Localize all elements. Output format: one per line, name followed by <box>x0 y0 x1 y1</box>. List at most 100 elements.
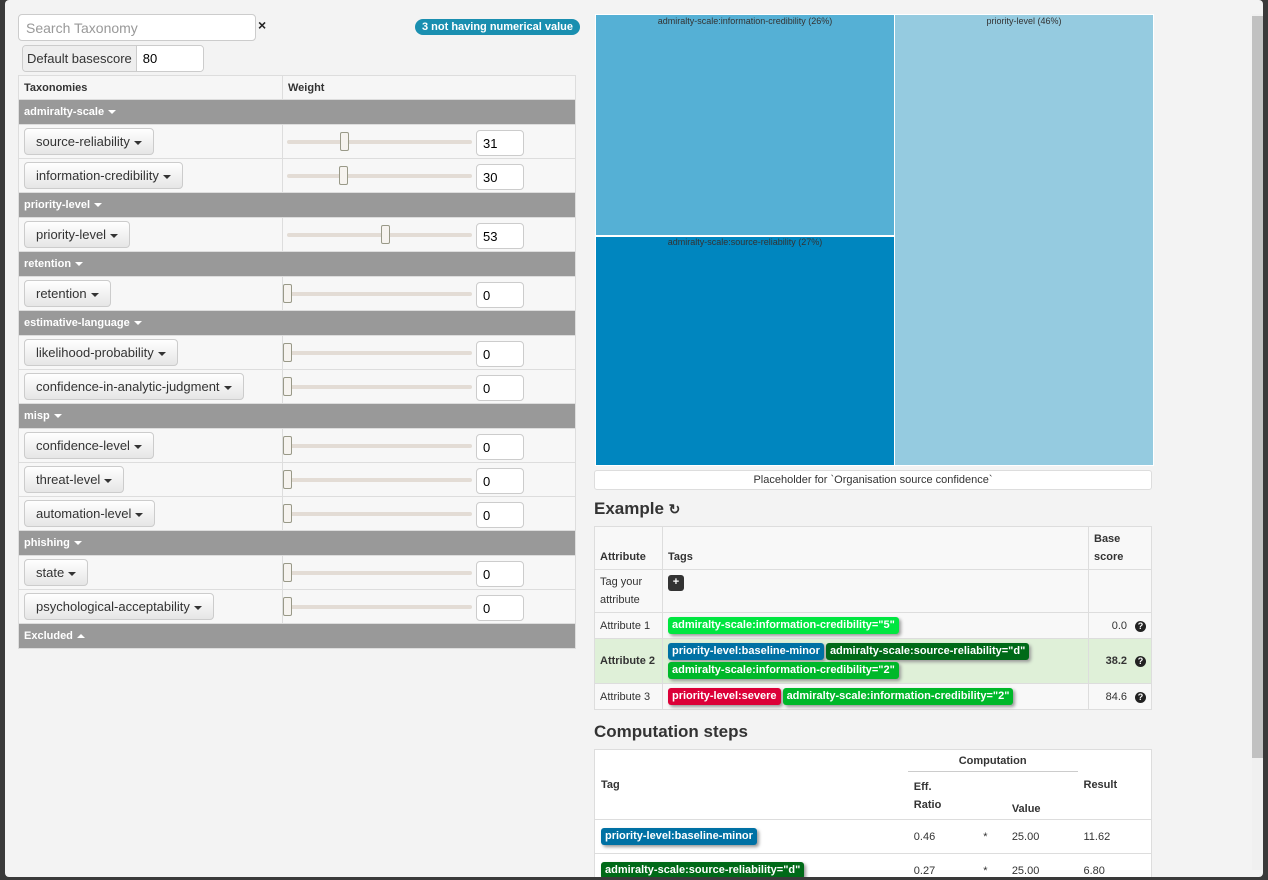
computation-steps-heading: Computation steps <box>594 722 748 741</box>
weight-slider[interactable] <box>283 436 472 455</box>
treemap-cell-information-credibility[interactable]: admiralty-scale:information-credibility … <box>595 14 895 236</box>
weight-input[interactable] <box>476 502 524 528</box>
treemap-cell-source-reliability[interactable]: admiralty-scale:source-reliability (27%) <box>595 236 895 466</box>
group-row-retention[interactable]: retention <box>18 251 576 277</box>
taxonomy-table: Taxonomies Weight admiralty-scale source-… <box>18 75 576 649</box>
slider-handle[interactable] <box>283 597 292 616</box>
modal-scrollbar[interactable] <box>1252 14 1263 870</box>
taxonomy-dropdown-automation-level[interactable]: automation-level <box>24 500 156 527</box>
caret-down-icon <box>90 292 99 297</box>
slider-handle[interactable] <box>283 563 292 582</box>
caret-down-icon <box>223 385 232 390</box>
treemap-label: priority-level (46%) <box>986 16 1062 26</box>
taxonomy-dropdown-state[interactable]: state <box>24 559 89 586</box>
group-row-misp[interactable]: misp <box>18 403 576 429</box>
weight-slider[interactable] <box>287 225 472 244</box>
tag-badge[interactable]: admiralty-scale:source-reliability="d" <box>825 643 1030 660</box>
weight-slider[interactable] <box>283 597 472 616</box>
scrollbar-thumb[interactable] <box>1252 16 1263 758</box>
tag-badge[interactable]: admiralty-scale:information-credibility=… <box>668 617 899 634</box>
taxonomy-dropdown-information-credibility[interactable]: information-credibility <box>24 162 183 189</box>
slider-handle[interactable] <box>283 470 292 489</box>
group-row-priority-level[interactable]: priority-level <box>18 192 576 218</box>
help-icon[interactable]: ? <box>1135 691 1146 703</box>
refresh-icon[interactable]: ↻ <box>668 501 681 517</box>
excluded-row[interactable]: Excluded <box>18 623 576 649</box>
weight-slider[interactable] <box>283 343 472 362</box>
taxonomy-dropdown-psychological-acceptability[interactable]: psychological-acceptability <box>24 593 214 620</box>
weight-input[interactable] <box>476 561 524 587</box>
weight-slider[interactable] <box>283 377 472 396</box>
search-taxonomy-input[interactable] <box>18 14 256 41</box>
weight-input[interactable] <box>476 341 524 367</box>
header-result: Result <box>1077 749 1152 820</box>
weight-input[interactable] <box>476 164 524 190</box>
slider-handle[interactable] <box>283 504 292 523</box>
group-name: retention <box>24 258 72 270</box>
base-score: 0.0 <box>1111 619 1127 632</box>
default-basescore-input[interactable] <box>136 46 203 71</box>
weight-slider[interactable] <box>283 504 472 523</box>
header-tag: Tag <box>594 749 908 820</box>
caret-down-icon <box>193 605 202 610</box>
excluded-label: Excluded <box>24 630 73 642</box>
taxonomy-dropdown-source-reliability[interactable]: source-reliability <box>24 128 154 155</box>
slider-handle[interactable] <box>340 132 350 151</box>
tag-badge[interactable]: priority-level:baseline-minor <box>601 828 757 845</box>
example-title: Example <box>594 499 664 518</box>
tag-badge[interactable]: priority-level:baseline-minor <box>668 643 824 660</box>
taxonomy-row: information-credibility <box>18 158 576 193</box>
slider-handle[interactable] <box>283 343 292 362</box>
caret-down-icon <box>133 444 142 449</box>
weight-slider[interactable] <box>283 470 472 489</box>
weight-slider[interactable] <box>287 166 472 185</box>
help-icon[interactable]: ? <box>1135 656 1146 667</box>
treemap-cell-priority-level[interactable]: priority-level (46%) <box>894 14 1154 466</box>
slider-handle[interactable] <box>381 225 391 244</box>
caret-down-icon <box>75 262 84 267</box>
weight-input[interactable] <box>476 223 524 249</box>
weight-input[interactable] <box>476 282 524 308</box>
weight-slider[interactable] <box>287 132 472 151</box>
taxonomy-dropdown-confidence-in-analytic-judgment[interactable]: confidence-in-analytic-judgment <box>24 373 244 400</box>
weight-input[interactable] <box>476 595 524 621</box>
slider-handle[interactable] <box>283 377 292 396</box>
tag-badge[interactable]: admiralty-scale:source-reliability="d" <box>601 862 805 877</box>
result: 6.80 <box>1077 853 1152 877</box>
weight-input[interactable] <box>476 375 524 401</box>
weight-input[interactable] <box>476 468 524 494</box>
taxonomy-dropdown-priority-level[interactable]: priority-level <box>24 221 131 248</box>
taxonomy-name: confidence-in-analytic-judgment <box>36 379 220 394</box>
taxonomy-name: threat-level <box>36 472 101 487</box>
tag-badge[interactable]: priority-level:severe <box>668 688 781 705</box>
slider-handle[interactable] <box>338 166 348 185</box>
group-name: phishing <box>24 537 70 549</box>
taxonomy-row: confidence-level <box>18 428 576 463</box>
taxonomy-dropdown-threat-level[interactable]: threat-level <box>24 466 125 493</box>
slider-handle[interactable] <box>283 284 292 303</box>
group-row-admiralty-scale[interactable]: admiralty-scale <box>18 99 576 125</box>
slider-handle[interactable] <box>283 436 292 455</box>
tag-badge[interactable]: admiralty-scale:information-credibility=… <box>782 688 1014 705</box>
value: 25.00 <box>1005 853 1078 877</box>
add-tag-button[interactable]: + <box>668 575 684 591</box>
taxonomy-name: state <box>36 565 65 580</box>
taxonomy-row: psychological-acceptability <box>18 589 576 624</box>
group-row-estimative-language[interactable]: estimative-language <box>18 310 576 336</box>
taxonomy-name: retention <box>36 286 87 301</box>
weight-input[interactable] <box>476 434 524 460</box>
taxonomy-dropdown-retention[interactable]: retention <box>24 280 111 307</box>
tag-badge[interactable]: admiralty-scale:information-credibility=… <box>668 662 899 679</box>
weight-slider[interactable] <box>283 284 472 303</box>
group-row-phishing[interactable]: phishing <box>18 530 576 556</box>
weight-input[interactable] <box>476 130 524 156</box>
help-icon[interactable]: ? <box>1135 620 1146 632</box>
clear-search-icon[interactable]: × <box>258 17 267 33</box>
caret-down-icon <box>133 321 142 326</box>
caret-down-icon <box>73 541 82 546</box>
taxonomy-dropdown-confidence-level[interactable]: confidence-level <box>24 432 154 459</box>
header-base-score: Base score <box>1088 526 1152 570</box>
caret-down-icon <box>157 351 166 356</box>
weight-slider[interactable] <box>283 563 472 582</box>
taxonomy-dropdown-likelihood-probability[interactable]: likelihood-probability <box>24 339 178 366</box>
